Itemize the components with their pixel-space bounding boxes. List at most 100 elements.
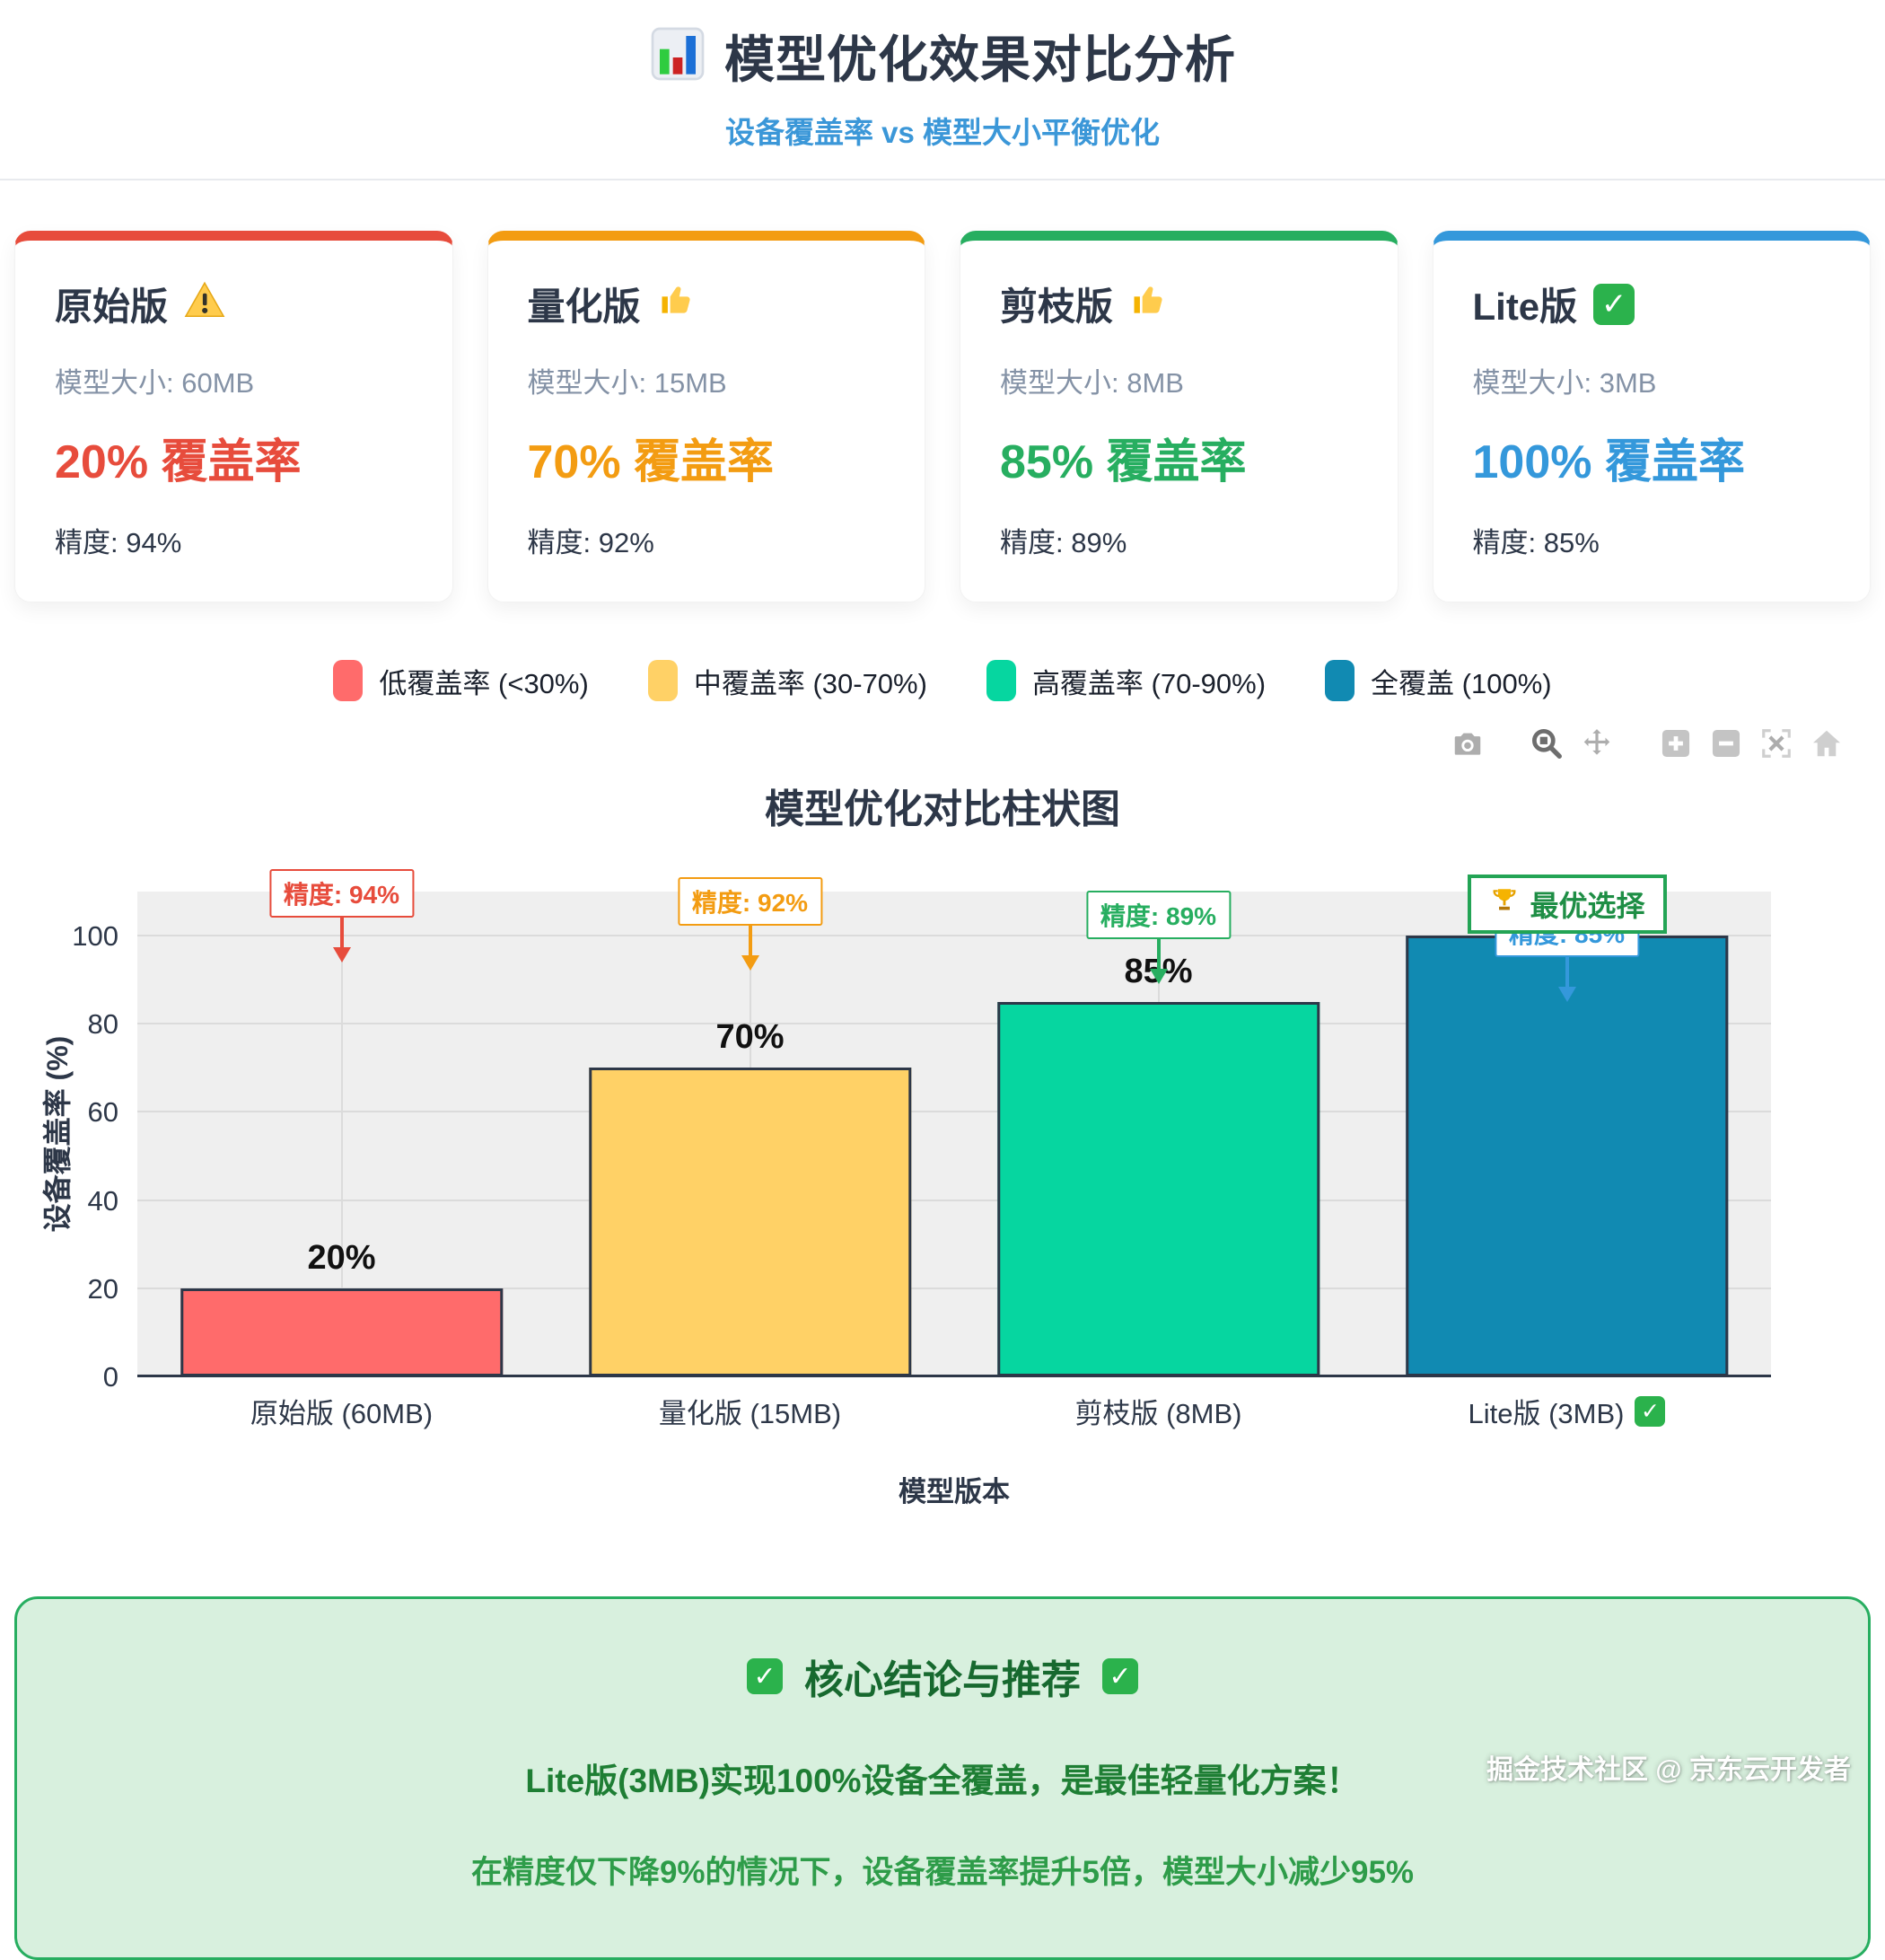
autoscale-icon[interactable]: [1759, 726, 1793, 760]
card-model-size: 模型大小: 60MB: [55, 367, 255, 399]
bars-row: 20% 精度: 94% 70% 精度: 92% 85% 精度: 89%: [137, 868, 1771, 1376]
bar-value-label: 70%: [715, 1018, 785, 1057]
legend-label: 全覆盖 (100%): [1371, 667, 1552, 699]
annotation-arrow-line: [1565, 956, 1569, 989]
y-tick-label: 80: [87, 1008, 118, 1041]
card-accuracy: 精度: 89%: [1000, 527, 1127, 558]
zoom-icon[interactable]: [1530, 726, 1564, 760]
accuracy-annotation: 精度: 92%: [677, 877, 823, 927]
legend-label: 高覆盖率 (70-90%): [1031, 667, 1267, 699]
legend-item-mid[interactable]: 中覆盖率 (30-70%): [647, 660, 927, 701]
annotation-arrow-line: [339, 917, 344, 950]
check-icon: ✓: [1593, 283, 1635, 325]
conclusion-highlight: Lite版(3MB)实现100%设备全覆盖，是最佳轻量化方案！: [525, 1762, 1360, 1799]
header-divider: [0, 179, 1885, 180]
y-gridline: [137, 1111, 1771, 1113]
header: 模型优化效果对比分析 设备覆盖率 vs 模型大小平衡优化: [0, 0, 1885, 152]
bar-chart: 设备覆盖率 (%) 0 20 40 60 80 100 20% 精度: 94% 70% 精…: [0, 845, 1885, 1541]
best-choice-annotation: 最优选择: [1467, 875, 1667, 935]
legend-swatch-low: [333, 660, 364, 701]
page-title: 模型优化效果对比分析: [724, 31, 1236, 88]
y-gridline: [137, 1023, 1771, 1025]
warning-icon: [184, 279, 225, 330]
bar-quantized[interactable]: [588, 1068, 912, 1376]
check-icon: ✓: [1102, 1658, 1138, 1694]
annotation-arrow-head: [741, 955, 759, 971]
x-tick-quantized: 量化版 (15MB): [546, 1391, 954, 1431]
x-tick-lite: Lite版 (3MB) ✓: [1363, 1391, 1771, 1431]
legend-item-full[interactable]: 全覆盖 (100%): [1325, 660, 1552, 701]
thumbs-up-icon: [657, 280, 697, 329]
bar-chart-icon: [649, 25, 706, 87]
accuracy-annotation: 精度: 94%: [268, 868, 415, 918]
card-model-size: 模型大小: 15MB: [527, 367, 727, 399]
chart-legend: 低覆盖率 (<30%) 中覆盖率 (30-70%) 高覆盖率 (70-90%) …: [0, 660, 1885, 701]
card-accuracy: 精度: 85%: [1472, 527, 1600, 558]
card-title-text: Lite版: [1472, 286, 1578, 328]
x-tick-label: 量化版 (15MB): [658, 1398, 842, 1429]
y-tick-label: 20: [87, 1272, 118, 1305]
zoom-out-icon[interactable]: [1709, 726, 1743, 760]
y-gridline: [137, 935, 1771, 937]
card-lite: Lite版 ✓ 模型大小: 3MB 100% 覆盖率 精度: 85%: [1432, 231, 1871, 602]
legend-item-low[interactable]: 低覆盖率 (<30%): [333, 660, 589, 701]
x-tick-pruned: 剪枝版 (8MB): [954, 1391, 1363, 1431]
card-coverage: 20% 覆盖率: [55, 436, 302, 488]
legend-label: 低覆盖率 (<30%): [379, 667, 589, 699]
card-accuracy: 精度: 94%: [55, 527, 182, 558]
bar-lite[interactable]: [1405, 936, 1729, 1376]
card-title-text: 量化版: [527, 286, 641, 328]
y-gridline: [137, 1199, 1771, 1201]
plotly-modebar: [0, 726, 1844, 760]
annotation-arrow-head: [1149, 969, 1168, 985]
bar-slot-lite: 100% 精度: 85% 最优选择: [1363, 875, 1771, 1376]
card-title: Lite版 ✓: [1473, 277, 1831, 331]
card-quantized: 量化版 模型大小: 15MB 70% 覆盖率 精度: 92%: [487, 231, 925, 602]
bar-pruned[interactable]: [996, 1001, 1320, 1376]
card-original: 原始版 模型大小: 60MB 20% 覆盖率 精度: 94%: [14, 231, 453, 602]
bar-slot-original: 20% 精度: 94%: [137, 868, 546, 1376]
bar-value-label: 20%: [307, 1238, 376, 1277]
card-coverage: 70% 覆盖率: [527, 436, 775, 488]
pan-icon[interactable]: [1580, 726, 1614, 760]
page-subtitle: 设备覆盖率 vs 模型大小平衡优化: [724, 116, 1161, 149]
x-axis-line: [137, 1375, 1771, 1377]
bar-slot-pruned: 85% 精度: 89%: [954, 891, 1363, 1376]
check-icon: ✓: [1635, 1395, 1666, 1427]
x-tick-original: 原始版 (60MB): [137, 1391, 546, 1431]
x-gridline: [340, 892, 343, 1376]
card-coverage: 100% 覆盖率: [1472, 436, 1745, 488]
x-axis-title: 模型版本: [899, 1476, 1010, 1507]
conclusion-title-text: 核心结论与推荐: [804, 1658, 1081, 1702]
bar-original[interactable]: [180, 1288, 504, 1376]
reset-axes-home-icon[interactable]: [1810, 726, 1844, 760]
accuracy-annotation: 精度: 89%: [1085, 891, 1232, 940]
legend-swatch-high: [986, 660, 1016, 701]
conclusion-title: ✓ 核心结论与推荐 ✓: [53, 1648, 1832, 1705]
card-title: 剪枝版: [1000, 277, 1358, 331]
y-tick-label: 40: [87, 1184, 118, 1217]
camera-icon[interactable]: [1451, 726, 1485, 760]
card-coverage: 85% 覆盖率: [1000, 436, 1247, 488]
y-axis-ticks: 0 20 40 60 80 100: [0, 892, 118, 1393]
annotation-arrow-line: [748, 926, 752, 959]
legend-swatch-mid: [647, 660, 678, 701]
y-gridline: [137, 1287, 1771, 1289]
bar-slot-quantized: 70% 精度: 92%: [546, 877, 954, 1376]
zoom-in-icon[interactable]: [1659, 726, 1693, 760]
card-title-text: 剪枝版: [1000, 286, 1114, 328]
legend-item-high[interactable]: 高覆盖率 (70-90%): [986, 660, 1266, 701]
y-tick-label: 60: [87, 1096, 118, 1129]
conclusion-detail: 在精度仅下降9%的情况下，设备覆盖率提升5倍，模型大小减少95%: [470, 1855, 1415, 1890]
card-model-size: 模型大小: 3MB: [1472, 367, 1657, 399]
card-accuracy: 精度: 92%: [527, 527, 654, 558]
watermark: 掘金技术社区 @ 京东云开发者: [1486, 1755, 1851, 1785]
y-tick-label: 100: [72, 920, 118, 953]
trophy-icon: [1488, 885, 1519, 923]
x-tick-label: 原始版 (60MB): [250, 1398, 434, 1429]
card-title-text: 原始版: [55, 286, 169, 328]
check-icon: ✓: [747, 1658, 783, 1694]
chart-title: 模型优化对比柱状图: [765, 787, 1120, 831]
x-tick-label: Lite版 (3MB): [1468, 1398, 1625, 1429]
